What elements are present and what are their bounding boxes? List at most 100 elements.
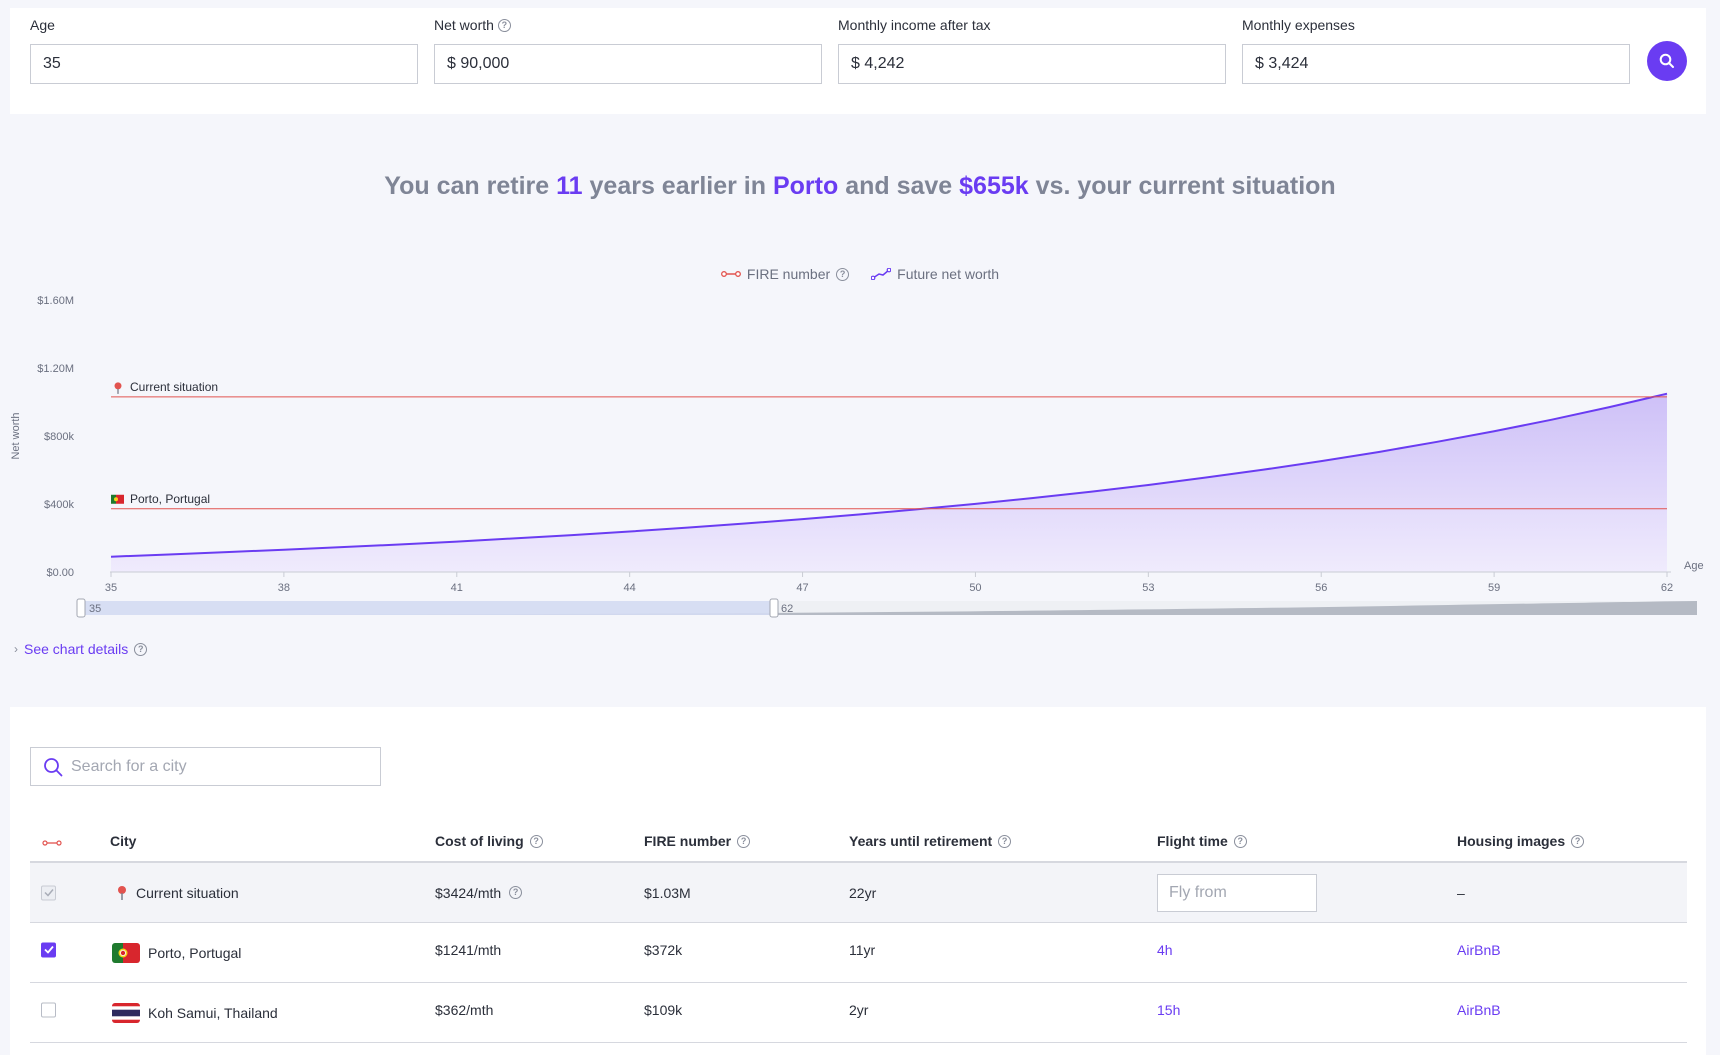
- city-search-box[interactable]: [30, 747, 381, 786]
- range-slider-handle-left[interactable]: [76, 598, 86, 618]
- city-panel: City Cost of living? FIRE number? Years …: [10, 707, 1706, 1055]
- chevron-right-icon: ›: [14, 642, 18, 656]
- expenses-label-text: Monthly expenses: [1242, 17, 1355, 33]
- table-row-current-situation: Current situation $3424/mth? $1.03M 22yr…: [30, 863, 1687, 923]
- portugal-flag-icon: [116, 494, 124, 504]
- income-label: Monthly income after tax: [838, 17, 991, 33]
- help-icon[interactable]: ?: [836, 267, 850, 281]
- header-flight-time[interactable]: Flight time?: [1157, 833, 1247, 849]
- headline-years: 11: [556, 172, 583, 200]
- x-tick-label: 59: [1488, 582, 1500, 594]
- row-cost: $362/mth: [435, 1001, 494, 1018]
- header-years-label: Years until retirement: [849, 833, 993, 849]
- age-label: Age: [30, 17, 55, 33]
- row-housing: AirBnB: [1457, 1002, 1501, 1018]
- row-cost: $1241/mth: [435, 941, 502, 958]
- x-tick-label: 44: [624, 582, 636, 594]
- row-years: 2yr: [849, 1001, 869, 1018]
- row-city: Porto, Portugal: [112, 942, 241, 963]
- header-housing-label: Housing images: [1457, 833, 1566, 849]
- net-worth-label-text: Net worth: [434, 17, 494, 33]
- line-legend-icon: [871, 268, 892, 280]
- help-icon[interactable]: ?: [134, 642, 148, 656]
- fire-line-legend-icon: [720, 271, 741, 277]
- city-search-input[interactable]: [71, 757, 351, 776]
- header-city[interactable]: City: [110, 833, 136, 849]
- row-years: 11yr: [849, 941, 876, 958]
- range-slider-max-label: 62: [781, 603, 793, 615]
- future-net-worth-line: [110, 392, 1668, 558]
- see-chart-details-link[interactable]: › See chart details ?: [14, 641, 148, 657]
- y-tick-label: $0.00: [46, 567, 74, 579]
- row-checkbox[interactable]: [41, 1002, 56, 1018]
- pin-icon: [118, 885, 126, 900]
- expenses-label: Monthly expenses: [1242, 17, 1355, 33]
- headline-text-4: vs. your current situation: [1028, 172, 1336, 200]
- expenses-input[interactable]: $ 3,424: [1242, 44, 1630, 84]
- headline-savings: $655k: [959, 172, 1029, 200]
- x-tick-label: 47: [796, 582, 808, 594]
- headline: You can retire 11 years earlier in Porto…: [0, 172, 1720, 201]
- airbnb-link[interactable]: AirBnB: [1457, 1001, 1501, 1018]
- income-label-text: Monthly income after tax: [838, 17, 991, 33]
- table-row-porto: Porto, Portugal $1241/mth $372k 11yr 4h …: [30, 923, 1687, 983]
- legend-fire-label: FIRE number: [746, 266, 831, 282]
- range-slider-min-label: 35: [89, 603, 101, 615]
- row-fire: $1.03M: [644, 884, 691, 901]
- portugal-flag-icon: [111, 494, 116, 504]
- chart-legend: FIRE number ? Future net worth: [0, 266, 1720, 282]
- help-icon[interactable]: ?: [497, 18, 511, 32]
- age-input[interactable]: 35: [30, 44, 418, 84]
- net-worth-input[interactable]: $ 90,000: [434, 44, 822, 84]
- row-fire: $109k: [644, 1001, 683, 1018]
- see-chart-details-label: See chart details: [24, 641, 129, 657]
- header-housing-images[interactable]: Housing images?: [1457, 833, 1585, 849]
- row-checkbox[interactable]: [41, 885, 56, 900]
- help-icon[interactable]: ?: [998, 834, 1012, 848]
- headline-text-3: and save: [838, 172, 960, 200]
- checkbox-checked[interactable]: [41, 942, 56, 958]
- x-tick-label: 53: [1142, 582, 1154, 594]
- income-input[interactable]: $ 4,242: [838, 44, 1226, 84]
- header-fire-label: FIRE number: [644, 833, 732, 849]
- x-tick-label: 38: [278, 582, 290, 594]
- age-value: 35: [43, 55, 61, 72]
- header-fire-number[interactable]: FIRE number?: [644, 833, 751, 849]
- checkbox-unchecked[interactable]: [41, 1002, 56, 1018]
- expenses-value: $ 3,424: [1255, 55, 1309, 72]
- help-icon[interactable]: ?: [737, 834, 751, 848]
- help-icon[interactable]: ?: [1233, 834, 1247, 848]
- x-tick-label: 56: [1315, 582, 1327, 594]
- search-icon: [1659, 53, 1674, 68]
- row-cost: $3424/mth?: [435, 885, 523, 901]
- checkbox-disabled[interactable]: [41, 885, 56, 900]
- range-slider-handle-right[interactable]: [769, 598, 779, 618]
- help-icon[interactable]: ?: [1571, 834, 1585, 848]
- help-icon[interactable]: ?: [509, 886, 523, 899]
- portugal-flag-icon: [112, 942, 140, 963]
- x-tick-label: 62: [1661, 582, 1673, 594]
- header-flight-label: Flight time: [1157, 833, 1228, 849]
- legend-fire-number[interactable]: FIRE number ?: [720, 266, 850, 282]
- x-tick-label: 50: [969, 582, 981, 594]
- portugal-flag-icon: [114, 497, 118, 502]
- thailand-flag-icon: [112, 1002, 140, 1023]
- header-years-until-retirement[interactable]: Years until retirement?: [849, 833, 1012, 849]
- search-icon: [44, 757, 63, 776]
- row-years: 22yr: [849, 884, 877, 901]
- fire-line-column-icon: [42, 839, 62, 847]
- fly-from-input[interactable]: [1157, 873, 1317, 912]
- header-cost-of-living[interactable]: Cost of living?: [435, 833, 543, 849]
- age-label-text: Age: [30, 17, 55, 33]
- input-bar: Age 35 Net worth ? $ 90,000 Monthly inco…: [10, 8, 1706, 114]
- search-button[interactable]: [1647, 41, 1687, 81]
- row-checkbox[interactable]: [41, 942, 56, 958]
- net-worth-label: Net worth ?: [434, 17, 511, 33]
- legend-future-net-worth[interactable]: Future net worth: [871, 266, 999, 282]
- help-icon[interactable]: ?: [529, 834, 543, 848]
- row-fire: $372k: [644, 941, 683, 958]
- airbnb-link[interactable]: AirBnB: [1457, 941, 1501, 958]
- headline-city: Porto: [772, 172, 839, 200]
- x-tick-label: 35: [105, 582, 117, 594]
- table-row-koh-samui: Koh Samui, Thailand $362/mth $109k 2yr 1…: [30, 983, 1687, 1043]
